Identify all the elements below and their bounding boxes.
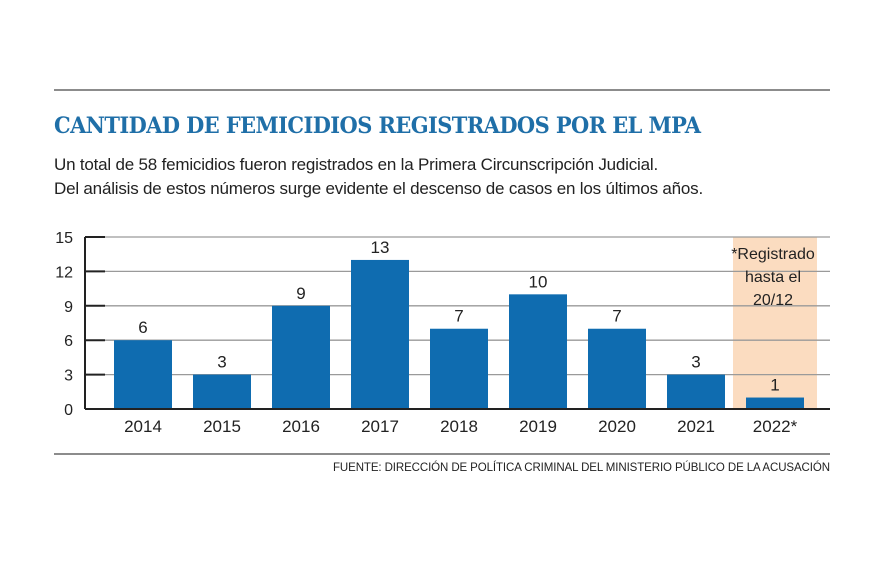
annotation-text: hasta el [745, 269, 801, 286]
data-label: 6 [138, 318, 147, 337]
data-label: 10 [529, 272, 548, 291]
bar [272, 305, 330, 409]
x-tick-label: 2019 [519, 417, 557, 436]
source-note: FUENTE: DIRECCIÓN DE POLÍTICA CRIMINAL D… [333, 462, 830, 474]
x-tick-label: 2018 [440, 417, 478, 436]
subtitle-line-1: Un total de 58 femicidios fueron registr… [54, 155, 658, 174]
annotation-text: 20/12 [753, 292, 793, 309]
y-tick-label: 15 [55, 230, 73, 247]
y-tick-label: 12 [55, 264, 73, 281]
bar [667, 374, 725, 409]
y-tick-label: 0 [64, 402, 73, 419]
bar [588, 328, 646, 409]
bar [430, 328, 488, 409]
bar [746, 397, 804, 409]
bar [114, 340, 172, 409]
subtitle-line-2: Del análisis de estos números surge evid… [54, 179, 704, 198]
data-label: 1 [770, 376, 779, 395]
data-label: 13 [371, 238, 390, 257]
x-tick-label: 2022* [753, 417, 798, 436]
bottom-divider [54, 453, 830, 455]
y-tick-label: 9 [64, 299, 73, 316]
x-tick-label: 2016 [282, 417, 320, 436]
x-tick-label: 2015 [203, 417, 241, 436]
data-label: 3 [217, 353, 226, 372]
bar [193, 374, 251, 409]
x-tick-label: 2020 [598, 417, 636, 436]
data-label: 3 [691, 353, 700, 372]
annotation-text: *Registrado [731, 246, 815, 263]
x-tick-label: 2021 [677, 417, 715, 436]
y-tick-label: 6 [64, 333, 73, 350]
bar [351, 259, 409, 409]
top-divider [54, 89, 830, 91]
highlight-band [733, 237, 817, 409]
x-tick-label: 2017 [361, 417, 399, 436]
data-label: 7 [612, 307, 621, 326]
chart-title: CANTIDAD DE FEMICIDIOS REGISTRADOS POR E… [54, 113, 701, 139]
x-tick-label: 2014 [124, 417, 162, 436]
bar [509, 294, 567, 409]
data-label: 7 [454, 307, 463, 326]
data-label: 9 [296, 284, 305, 303]
y-tick-label: 3 [64, 368, 73, 385]
